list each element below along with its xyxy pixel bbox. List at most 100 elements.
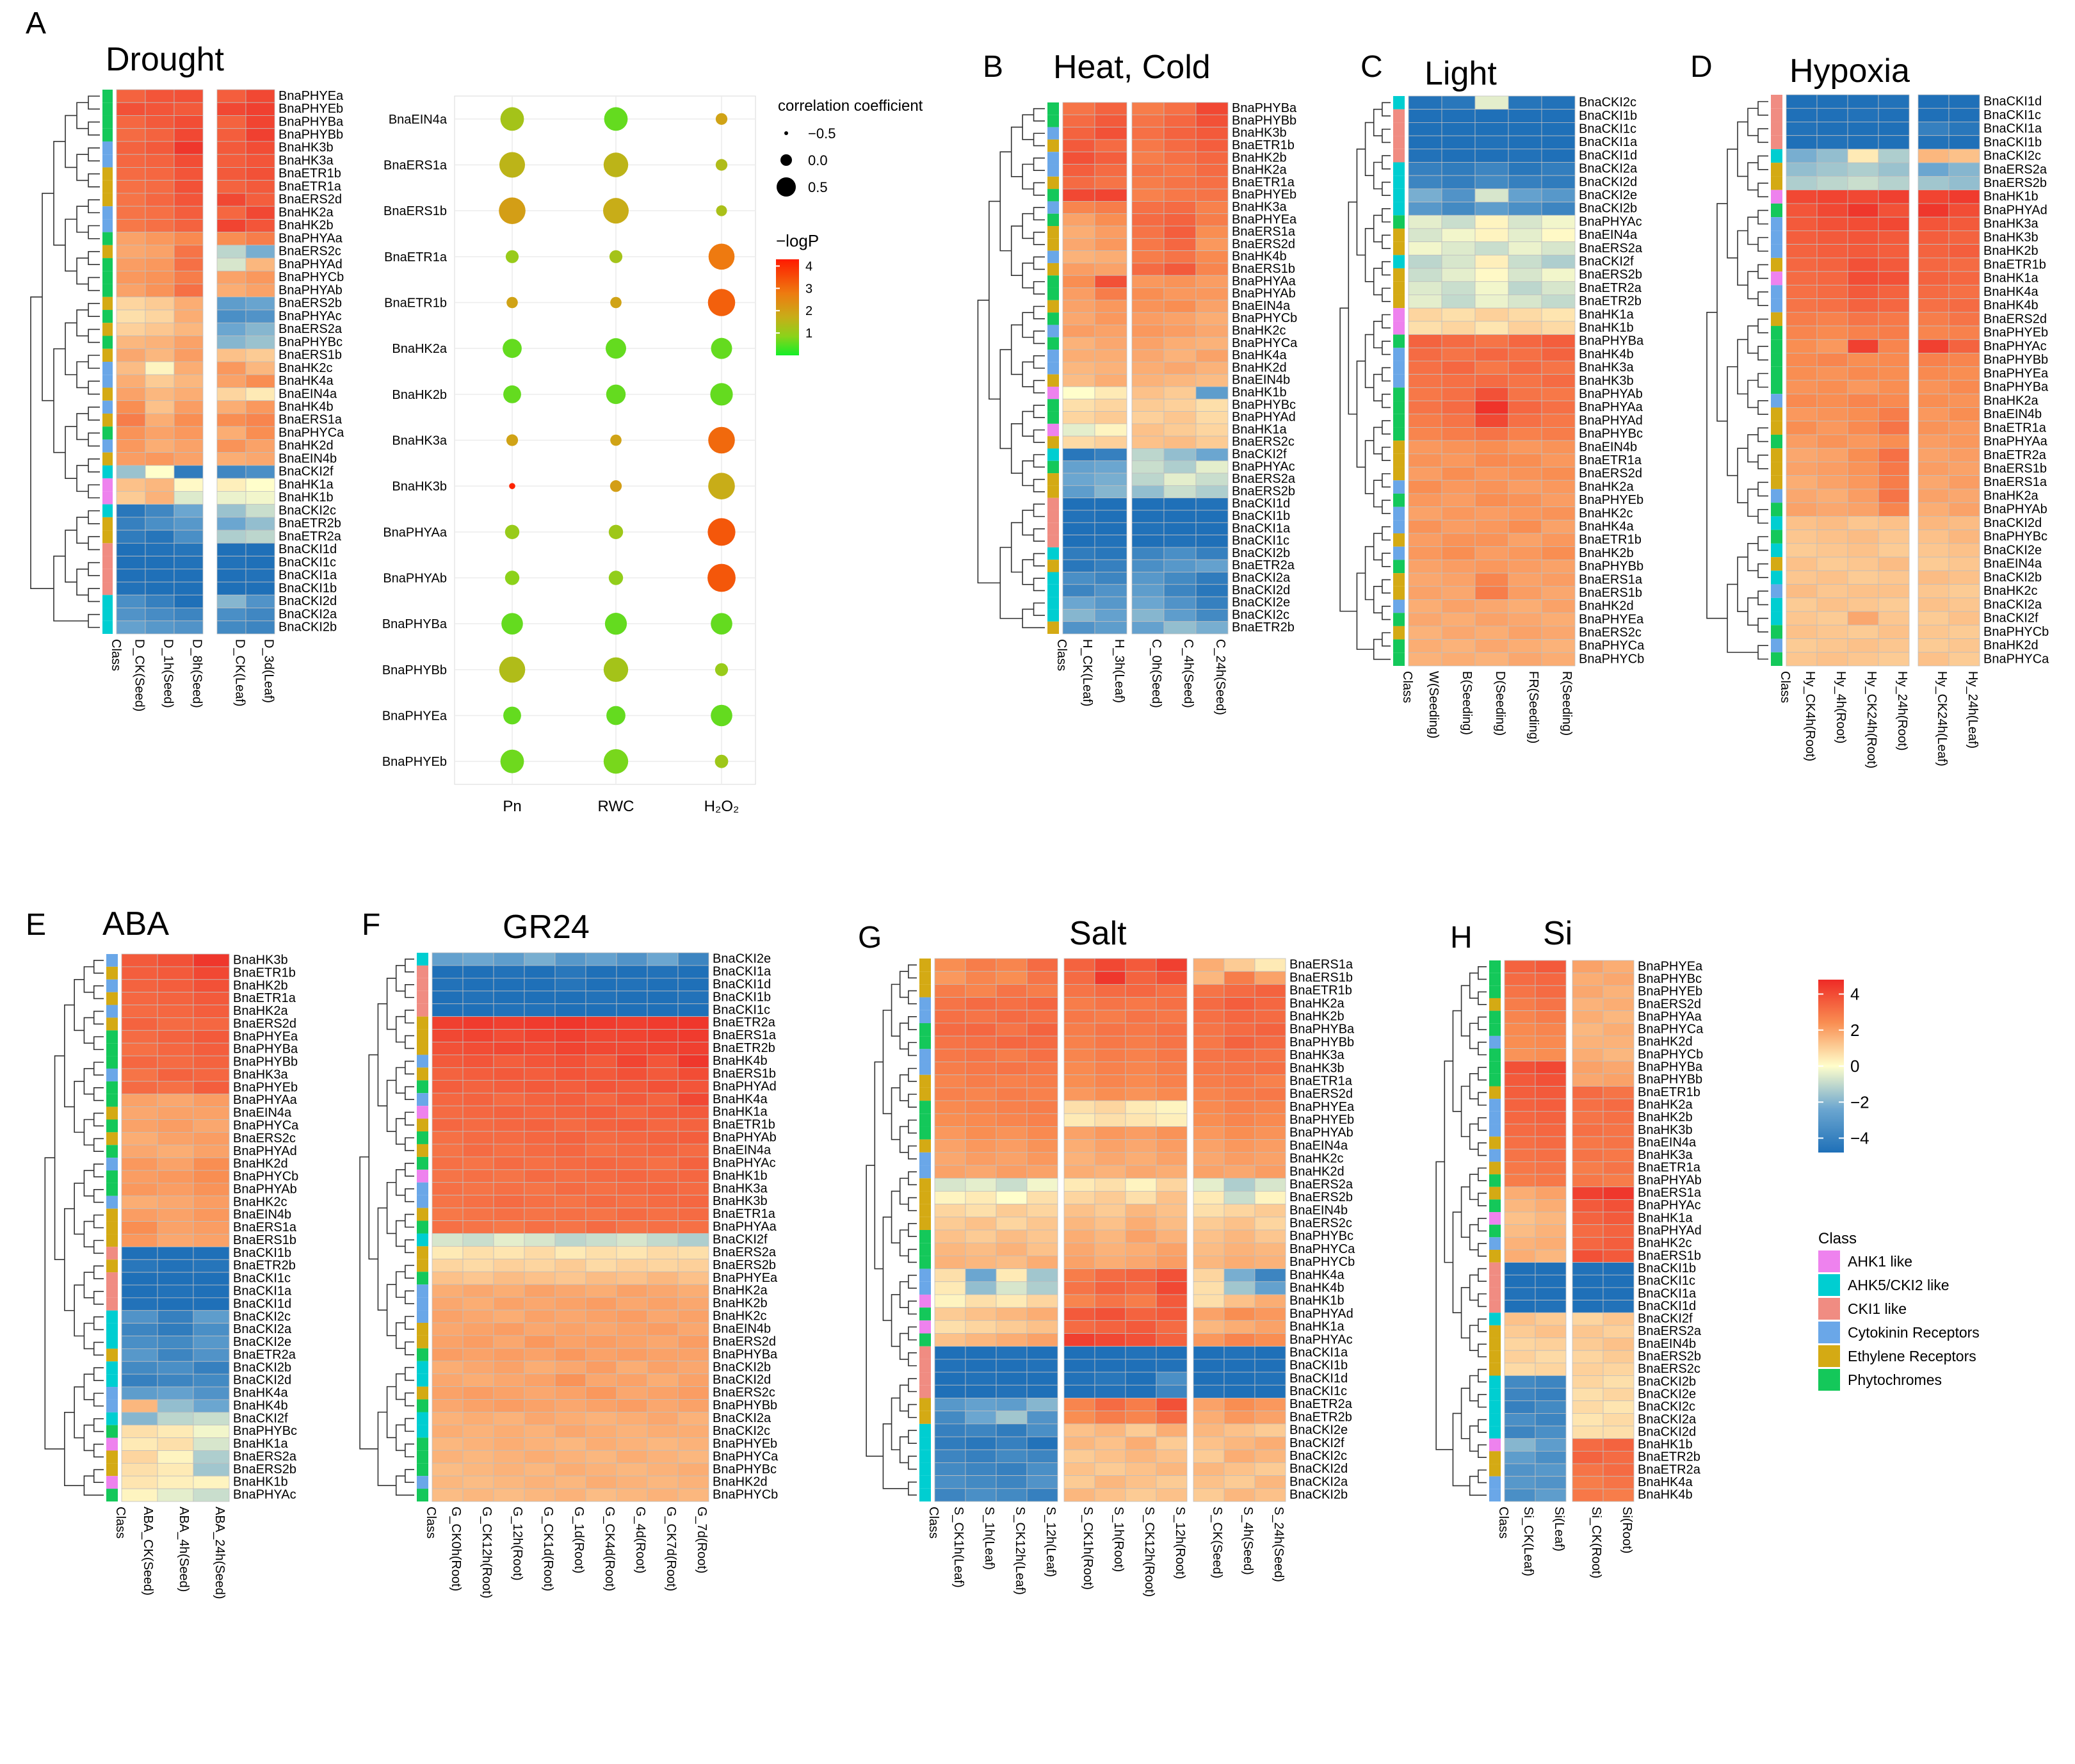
heat-cell (1131, 374, 1165, 387)
heat-cell (1948, 502, 1980, 517)
heat-cell (1156, 997, 1188, 1011)
heat-cell (493, 1284, 525, 1298)
heat-cell (616, 1182, 648, 1196)
heat-cell (1603, 1400, 1635, 1414)
row-label: BnaHK1a (713, 1105, 768, 1119)
heat-cell (1918, 366, 1950, 381)
heat-cell (616, 1284, 648, 1298)
heat-cell (1441, 414, 1476, 428)
row-label: BnaHK4b (1983, 298, 2039, 312)
heat-cell (1223, 1307, 1255, 1321)
heat-cell (1918, 462, 1950, 476)
dendrogram-branch (908, 964, 917, 979)
heat-cell (996, 1139, 1028, 1153)
heat-cell (157, 1310, 194, 1324)
class-cell (1771, 543, 1782, 558)
heat-cell (1026, 1062, 1058, 1076)
class-cell (417, 1220, 428, 1234)
heat-cell (616, 1118, 648, 1132)
heat-cell (996, 958, 1028, 972)
heat-cell (145, 141, 175, 155)
heat-cell (524, 1156, 556, 1170)
heat-cell (1125, 1359, 1157, 1373)
heat-cell (145, 154, 175, 168)
class-cell (102, 219, 113, 232)
heat-cell (996, 1398, 1028, 1412)
heat-cell (647, 1131, 679, 1145)
class-cell (1393, 573, 1405, 587)
heat-cell (1094, 1242, 1126, 1256)
class-cell (102, 362, 113, 375)
dendrogram-branch (1478, 1343, 1487, 1357)
class-legend-title: Class (1818, 1230, 1857, 1247)
heat-cell (996, 997, 1028, 1011)
row-label: BnaETR2a (233, 1348, 296, 1362)
heat-cell (585, 1233, 617, 1247)
class-cell (102, 491, 113, 505)
row-label: BnaPHYBa (1983, 380, 2049, 394)
heat-cell (121, 1170, 158, 1184)
heat-cell (934, 1035, 966, 1049)
heat-cell (1094, 435, 1127, 449)
heat-cell (1474, 506, 1509, 521)
row-label: BnaCKI1b (279, 581, 337, 595)
heat-cell (1603, 1463, 1635, 1477)
heat-cell (493, 1233, 525, 1247)
row-label: BnaHK2b (1638, 1110, 1693, 1124)
heat-cell (1572, 1325, 1604, 1338)
heat-cell (1603, 1262, 1635, 1275)
heat-cell (1195, 139, 1229, 152)
heat-cell (1847, 570, 1879, 585)
heat-cell (1026, 1346, 1058, 1360)
row-label: BnaEIN4b (279, 451, 337, 465)
heat-cell (245, 504, 275, 518)
heat-cell (174, 115, 204, 129)
class-cell (1047, 300, 1059, 313)
row-label: BnaPHYCb (713, 1488, 778, 1502)
heat-cell (616, 1195, 648, 1209)
heat-cell (1535, 1400, 1567, 1414)
correlation-dot (501, 613, 523, 635)
class-cell (1489, 985, 1501, 998)
row-label: BnaPHYEb (279, 102, 343, 116)
heat-cell (1125, 1346, 1157, 1360)
heat-cell (193, 1030, 230, 1044)
dendrogram-branch (1478, 1142, 1487, 1156)
heat-cell (1948, 94, 1980, 109)
heat-cell (1193, 1423, 1225, 1437)
class-cell (1393, 215, 1405, 229)
dendrogram-branch (891, 1087, 900, 1140)
class-cell (1047, 498, 1059, 510)
dendrogram-branch (1022, 559, 1034, 585)
heat-cell (1094, 983, 1126, 998)
panel-h-heatmap: H SiBnaPHYEaBnaPHYBcBnaPHYEbBnaERS2dBnaPH… (1435, 915, 1704, 1578)
class-cell (1393, 560, 1405, 574)
class-cell (1047, 609, 1059, 622)
heat-cell (996, 1475, 1028, 1489)
class-legend-label: Cytokinin Receptors (1848, 1324, 1980, 1341)
row-label: BnaHK2b (1289, 1010, 1344, 1024)
heat-cell (1603, 1312, 1635, 1326)
heat-cell (585, 991, 617, 1005)
class-cell (1047, 560, 1059, 572)
class-cell (1489, 1338, 1501, 1351)
column-label: ABA_4h(Seed) (177, 1507, 191, 1592)
heat-cell (216, 490, 246, 505)
class-cell (1047, 325, 1059, 337)
heat-cell (585, 978, 617, 992)
heat-cell (1878, 624, 1910, 639)
heat-cell (245, 154, 275, 168)
row-label: BnaPHYCa (1983, 652, 2049, 666)
heat-cell (524, 1233, 556, 1247)
heat-cell (1541, 652, 1576, 667)
dendrogram-branch (874, 1061, 884, 1270)
heat-cell (1535, 1325, 1567, 1338)
heat-cell (585, 1462, 617, 1477)
heat-cell (1786, 489, 1818, 503)
class-cell (1771, 448, 1782, 462)
heat-cell (1094, 1281, 1126, 1295)
heat-cell (1847, 475, 1879, 490)
heat-cell (193, 1373, 230, 1388)
class-cell (417, 1335, 428, 1348)
row-label: BnaETR1b (1579, 533, 1642, 547)
